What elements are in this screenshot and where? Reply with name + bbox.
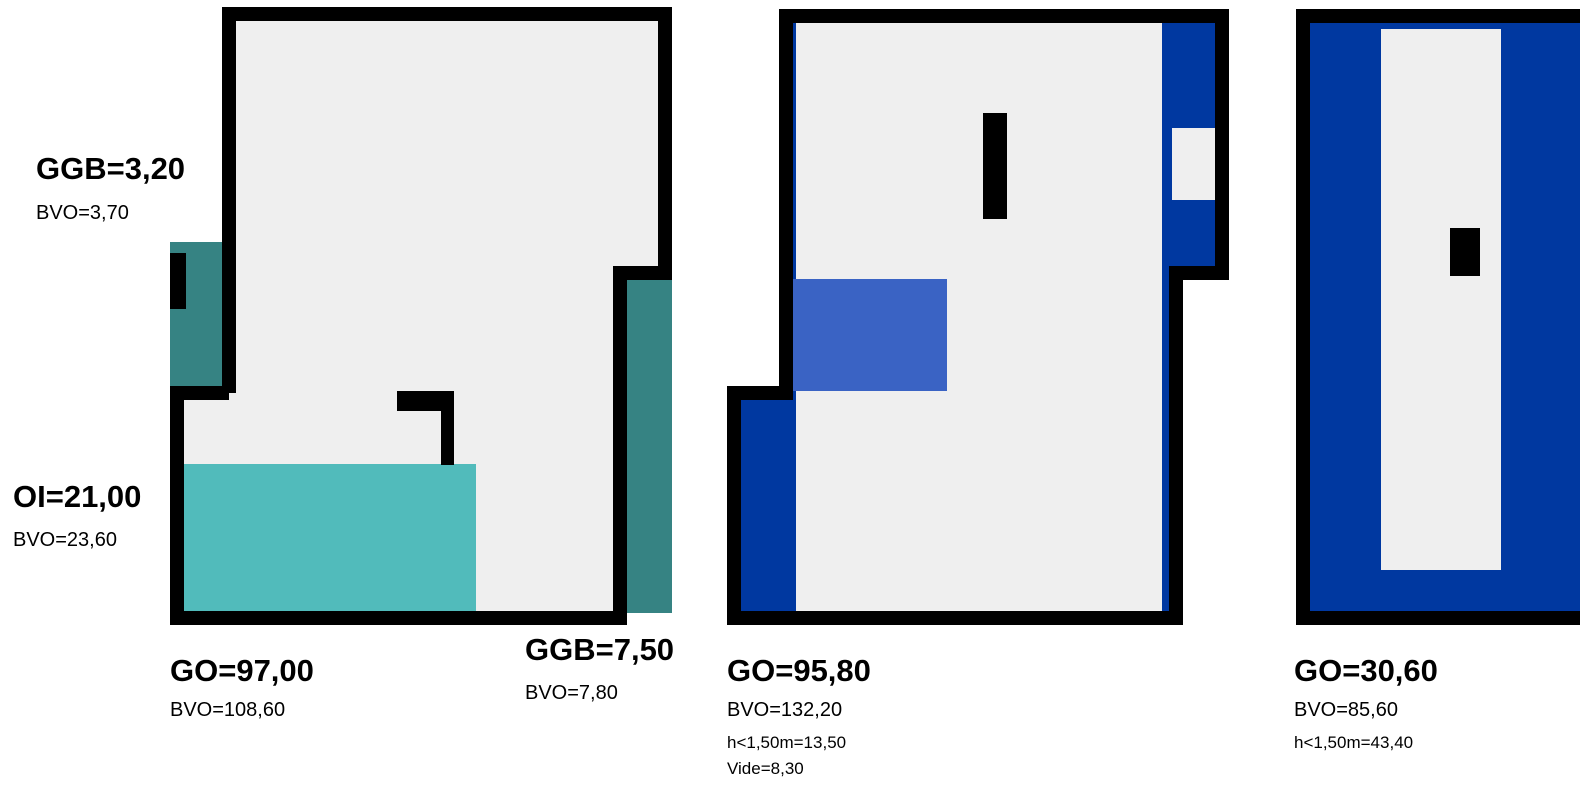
plan-3-floor <box>1381 29 1501 570</box>
plan-2-low-height: h<1,50m=13,50 <box>727 733 847 752</box>
plan-2-low-zone-left <box>740 393 796 613</box>
plan-2-walls <box>727 9 1229 625</box>
plan-2-chimney <box>983 113 1007 219</box>
plan-3-chimney <box>1450 228 1480 276</box>
plan-1-go-bvo: BVO=108,60 <box>170 699 286 721</box>
plan-1-go-title: GO=97,00 <box>170 653 314 688</box>
plan-2-low-zone-right <box>1162 16 1218 128</box>
plan-2-vide-zone <box>792 279 947 391</box>
plan-3-walls <box>1296 9 1580 625</box>
plan-3-low-height: h<1,50m=43,40 <box>1294 733 1414 752</box>
plan-1-ggb-left-title: GGB=3,20 <box>36 151 186 186</box>
plan-2-low-zone-right-2 <box>1162 200 1218 273</box>
plan-2-low-zone-right-3 <box>1162 273 1172 613</box>
plan-1-ggb-left-bvo: BVO=3,70 <box>36 202 129 224</box>
plan-2-go-bvo: BVO=132,20 <box>727 699 843 721</box>
plan-2-go-title: GO=95,80 <box>727 653 871 688</box>
plan-1 <box>170 7 672 625</box>
plan-1-oi-zone <box>183 464 476 613</box>
plan-1-wall-stub <box>170 253 186 309</box>
plan-3 <box>1296 9 1580 625</box>
plan-1-ggb-right-zone <box>620 280 672 613</box>
plan-2-floor <box>734 16 1222 618</box>
plan-2-vide: Vide=8,30 <box>727 759 804 778</box>
plan-1-ggb-right-bvo: BVO=7,80 <box>525 682 618 704</box>
plan-3-go-bvo: BVO=85,60 <box>1294 699 1398 721</box>
plan-2-low-zone-right-strip <box>1162 128 1172 200</box>
plan-1-oi-bvo: BVO=23,60 <box>13 529 117 551</box>
plan-1-inner-wall-h <box>397 391 454 411</box>
plan-1-oi-title: OI=21,00 <box>13 479 142 514</box>
plan-2 <box>727 9 1229 625</box>
plan-3-go-title: GO=30,60 <box>1294 653 1438 688</box>
plan-1-ggb-right-title: GGB=7,50 <box>525 632 675 667</box>
plan-1-walls <box>170 7 672 625</box>
plan-1-inner-wall-v <box>441 391 454 465</box>
